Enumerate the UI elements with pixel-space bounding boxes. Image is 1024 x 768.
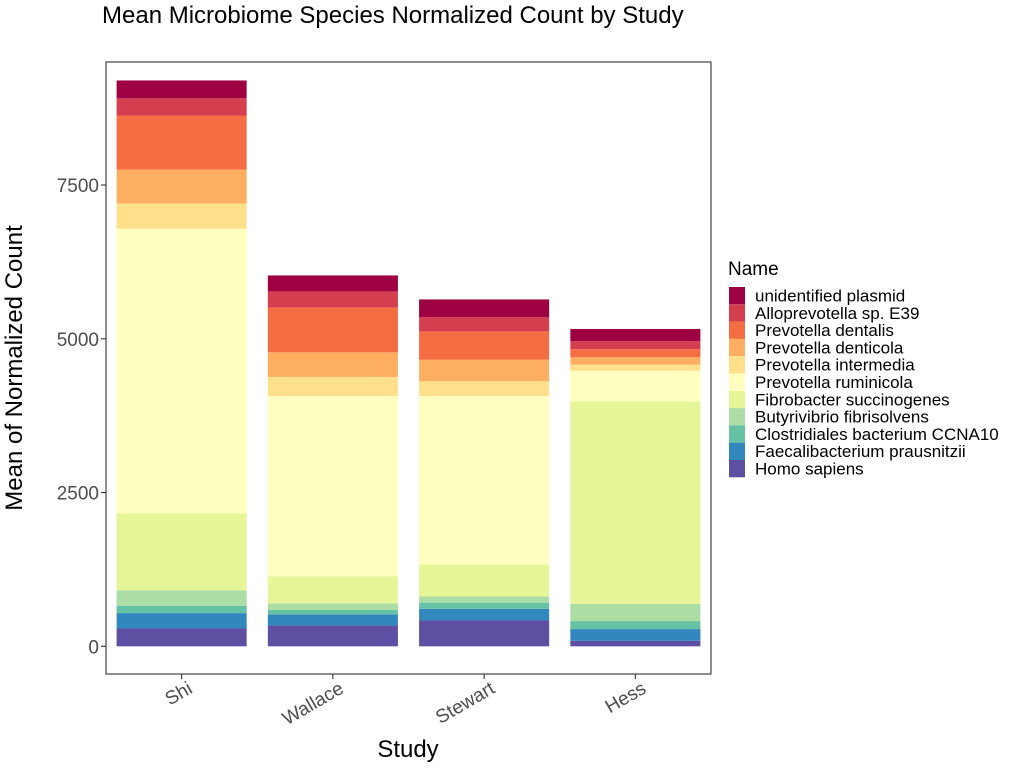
bar-shi-prevotella-ruminicola xyxy=(116,228,247,514)
legend: Name unidentified plasmidAlloprevotella … xyxy=(728,259,999,479)
bar-hess-faecalibacterium-prausnitzii xyxy=(570,629,701,641)
bar-stewart-butyrivibrio-fibrisolvens xyxy=(419,596,550,603)
x-axis-title: Study xyxy=(377,736,438,763)
bar-wallace-clostridiales-bacterium-ccna10 xyxy=(267,610,398,615)
bar-hess-prevotella-intermedia xyxy=(570,364,701,371)
legend-swatch-faecalibacterium-prausnitzii xyxy=(729,442,745,460)
bar-wallace-fibrobacter-succinogenes xyxy=(267,576,398,604)
legend-label-unidentified-plasmid: unidentified plasmid xyxy=(755,287,905,306)
bar-hess-homo-sapiens xyxy=(570,640,701,647)
bar-shi-alloprevotella-sp-e39 xyxy=(116,98,247,116)
legend-swatch-prevotella-intermedia xyxy=(729,356,745,374)
bar-shi-homo-sapiens xyxy=(116,628,247,647)
bar-shi-unidentified-plasmid xyxy=(116,80,247,99)
bar-hess-prevotella-denticola xyxy=(570,357,701,365)
bar-shi-prevotella-denticola xyxy=(116,169,247,204)
bar-stewart-homo-sapiens xyxy=(419,620,550,647)
bar-wallace-faecalibacterium-prausnitzii xyxy=(267,614,398,626)
legend-swatch-prevotella-denticola xyxy=(729,338,745,357)
legend-label-prevotella-denticola: Prevotella denticola xyxy=(755,338,904,357)
y-tick-label: 5000 xyxy=(57,330,99,351)
legend-swatch-prevotella-ruminicola xyxy=(729,373,745,391)
legend-swatch-alloprevotella-sp-e39 xyxy=(729,304,745,322)
x-tick-label-hess: Hess xyxy=(602,678,650,718)
bar-wallace-unidentified-plasmid xyxy=(267,275,398,292)
x-tick-label-wallace: Wallace xyxy=(279,678,347,730)
legend-swatch-unidentified-plasmid xyxy=(729,287,745,305)
bar-stewart-prevotella-intermedia xyxy=(419,381,550,396)
bar-shi-fibrobacter-succinogenes xyxy=(116,513,247,591)
bar-stewart-faecalibacterium-prausnitzii xyxy=(419,608,550,621)
bar-hess-unidentified-plasmid xyxy=(570,328,701,342)
legend-label-prevotella-dentalis: Prevotella dentalis xyxy=(755,321,894,340)
bar-wallace-butyrivibrio-fibrisolvens xyxy=(267,603,398,611)
legend-label-faecalibacterium-prausnitzii: Faecalibacterium prausnitzii xyxy=(755,442,966,461)
bar-wallace-homo-sapiens xyxy=(267,625,398,647)
y-tick-label: 0 xyxy=(88,637,99,658)
bar-stewart-prevotella-dentalis xyxy=(419,331,550,360)
y-axis-title: Mean of Normalized Count xyxy=(1,225,28,511)
y-tick-label: 7500 xyxy=(57,176,99,197)
bar-stewart-prevotella-denticola xyxy=(419,359,550,382)
bar-stewart-alloprevotella-sp-e39 xyxy=(419,317,550,332)
legend-swatch-clostridiales-bacterium-ccna10 xyxy=(729,425,745,443)
legend-label-prevotella-intermedia: Prevotella intermedia xyxy=(755,356,915,375)
bar-hess-prevotella-ruminicola xyxy=(570,370,701,402)
bar-stewart-fibrobacter-succinogenes xyxy=(419,564,550,597)
legend-swatch-prevotella-dentalis xyxy=(729,321,745,339)
bar-stewart-unidentified-plasmid xyxy=(419,299,550,318)
legend-swatch-homo-sapiens xyxy=(729,460,745,478)
x-tick-label-stewart: Stewart xyxy=(432,678,499,729)
bars-group xyxy=(116,80,701,647)
x-tick-label-shi: Shi xyxy=(162,678,196,710)
bar-stewart-clostridiales-bacterium-ccna10 xyxy=(419,602,550,609)
bar-wallace-prevotella-denticola xyxy=(267,352,398,377)
bar-wallace-prevotella-ruminicola xyxy=(267,395,398,577)
bar-hess-fibrobacter-succinogenes xyxy=(570,401,701,604)
bar-shi-butyrivibrio-fibrisolvens xyxy=(116,590,247,606)
y-tick-label: 2500 xyxy=(57,484,99,505)
bar-hess-prevotella-dentalis xyxy=(570,349,701,358)
y-axis: 0 2500 5000 7500 xyxy=(57,176,106,658)
bar-hess-clostridiales-bacterium-ccna10 xyxy=(570,621,701,630)
x-axis: Shi Wallace Stewart Hess xyxy=(162,674,650,730)
legend-label-clostridiales-bacterium-ccna10: Clostridiales bacterium CCNA10 xyxy=(755,425,999,444)
plot-panel-border xyxy=(105,61,712,675)
bar-wallace-prevotella-dentalis xyxy=(267,307,398,353)
bar-shi-prevotella-intermedia xyxy=(116,203,247,229)
legend-swatch-butyrivibrio-fibrisolvens xyxy=(729,408,745,426)
bar-shi-clostridiales-bacterium-ccna10 xyxy=(116,605,247,614)
chart-title: Mean Microbiome Species Normalized Count… xyxy=(102,2,684,29)
legend-swatch-fibrobacter-succinogenes xyxy=(729,390,745,409)
bar-hess-alloprevotella-sp-e39 xyxy=(570,341,701,350)
legend-label-homo-sapiens: Homo sapiens xyxy=(755,460,864,479)
bar-shi-faecalibacterium-prausnitzii xyxy=(116,613,247,629)
bar-hess-butyrivibrio-fibrisolvens xyxy=(570,603,701,622)
legend-label-butyrivibrio-fibrisolvens: Butyrivibrio fibrisolvens xyxy=(755,408,929,427)
legend-title: Name xyxy=(728,259,779,280)
bar-shi-prevotella-dentalis xyxy=(116,115,247,170)
legend-label-fibrobacter-succinogenes: Fibrobacter succinogenes xyxy=(755,390,950,409)
legend-label-prevotella-ruminicola: Prevotella ruminicola xyxy=(755,373,913,392)
legend-label-alloprevotella-sp-e39: Alloprevotella sp. E39 xyxy=(755,304,919,323)
bar-wallace-alloprevotella-sp-e39 xyxy=(267,291,398,308)
bar-stewart-prevotella-ruminicola xyxy=(419,395,550,565)
bar-wallace-prevotella-intermedia xyxy=(267,376,398,396)
